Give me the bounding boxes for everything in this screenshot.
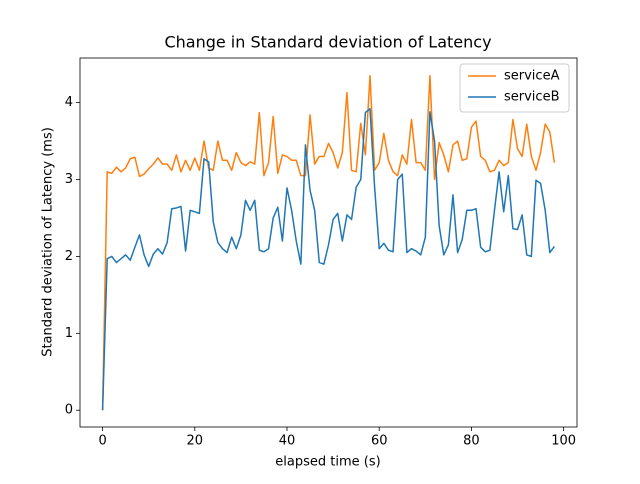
y-tick-label: 1 <box>65 326 73 341</box>
x-tick-label: 80 <box>463 434 480 449</box>
y-tick-label: 0 <box>65 403 73 418</box>
x-tick-label: 20 <box>187 434 204 449</box>
y-tick-label: 2 <box>65 249 73 264</box>
y-axis-label: Standard deviation of Latency (ms) <box>41 127 56 357</box>
y-tick-label: 4 <box>65 95 73 110</box>
series-line <box>101 74 556 411</box>
y-tick-label: 3 <box>65 172 73 187</box>
x-tick-label: 0 <box>98 434 106 449</box>
legend-label: serviceA <box>504 69 560 84</box>
legend-label: serviceB <box>504 90 560 105</box>
x-tick-label: 40 <box>279 434 296 449</box>
series-line <box>101 108 556 411</box>
x-tick-label: 100 <box>551 434 576 449</box>
chart-title: Change in Standard deviation of Latency <box>164 33 491 52</box>
x-tick-label: 60 <box>371 434 388 449</box>
plot-frame <box>79 57 578 428</box>
x-axis-label: elapsed time (s) <box>275 455 380 470</box>
